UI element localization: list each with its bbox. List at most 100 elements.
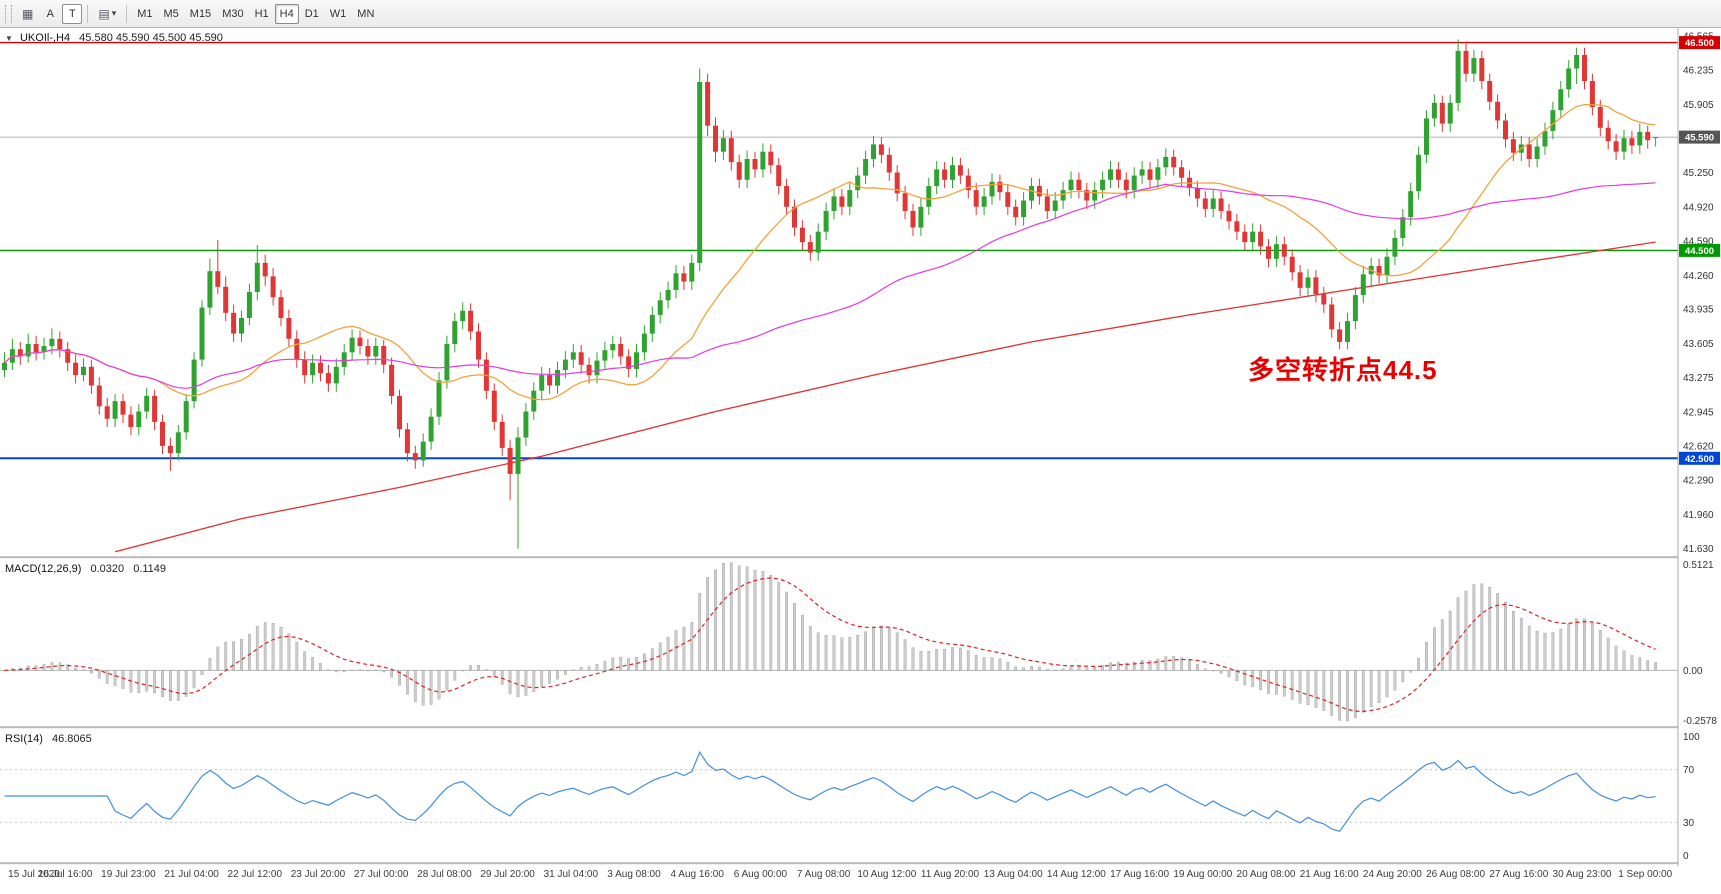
time-label: 21 Aug 16:00 (1300, 869, 1359, 880)
time-label: 6 Aug 00:00 (734, 869, 788, 880)
time-label: 19 Jul 23:00 (101, 869, 156, 880)
time-label: 20 Aug 08:00 (1237, 869, 1296, 880)
price-tick-label: 44.260 (1683, 271, 1714, 282)
time-label: 24 Aug 20:00 (1363, 869, 1422, 880)
time-label: 14 Aug 12:00 (1047, 869, 1106, 880)
price-tick-label: 42.945 (1683, 408, 1714, 419)
time-label: 10 Aug 12:00 (857, 869, 916, 880)
annotation-text: 多空转折点44.5 (1248, 355, 1438, 385)
rsi-label: RSI(14) (5, 733, 43, 745)
price-tag-text: 44.500 (1685, 246, 1714, 257)
time-label: 19 Aug 00:00 (1173, 869, 1232, 880)
time-label: 3 Aug 08:00 (607, 869, 661, 880)
caret-down-icon: ▾ (111, 8, 117, 18)
time-label: 13 Aug 04:00 (984, 869, 1043, 880)
timeframe-button-m15[interactable]: M15 (185, 4, 216, 24)
rsi-axis-label: 100 (1683, 732, 1700, 743)
timeframe-button-h4[interactable]: H4 (274, 3, 299, 24)
macd-axis-label: 0.5121 (1683, 560, 1714, 571)
price-tag-44.500 (1679, 243, 1720, 257)
time-label: 23 Jul 20:00 (291, 869, 346, 880)
timeframe-button-h1[interactable]: H1 (250, 4, 274, 24)
macd-signal-line (4, 577, 1656, 713)
time-label: 1 Sep 00:00 (1618, 869, 1672, 880)
toolbar-separator (87, 4, 89, 23)
time-label: 22 Jul 12:00 (228, 869, 283, 880)
chart-ohlc-header: ▼ UKOIl-,H4 45.580 45.590 45.500 45.590 (5, 32, 223, 44)
time-label: 16 Jul 16:00 (38, 869, 93, 880)
rsi-line (4, 750, 1656, 832)
price-tick-label: 46.235 (1683, 66, 1714, 77)
ma-orange-line (4, 103, 1656, 401)
time-label: 17 Aug 16:00 (1110, 869, 1169, 880)
time-label: 28 Jul 08:00 (417, 869, 472, 880)
rsi-axis-label: 70 (1683, 765, 1695, 776)
toolbar-grip[interactable] (5, 4, 12, 23)
macd-value: 0.0320 (90, 563, 125, 575)
timeframe-button-m30[interactable]: M30 (217, 4, 248, 24)
charts-grid-button[interactable]: ▦ (17, 4, 38, 24)
collapse-triangle-icon[interactable]: ▼ (5, 34, 13, 43)
timeframe-button-m1[interactable]: M1 (132, 4, 157, 24)
rsi-axis-label: 0 (1683, 851, 1689, 862)
price-tick-label: 41.960 (1683, 510, 1714, 521)
time-label: 4 Aug 16:00 (671, 869, 725, 880)
rsi-header: RSI(14) 46.8065 (5, 733, 92, 745)
toolbar-separator (126, 4, 128, 23)
ma-long-red-line (114, 241, 1656, 553)
macd-label: MACD(12,26,9) (5, 563, 82, 575)
price-tag-42.500 (1679, 451, 1720, 465)
price-tick-label: 42.290 (1683, 476, 1714, 487)
time-label: 30 Aug 23:00 (1553, 869, 1612, 880)
macd-signal-value: 0.1149 (133, 563, 167, 575)
time-label: 27 Aug 16:00 (1489, 869, 1548, 880)
price-tag-text: 42.500 (1685, 454, 1714, 465)
price-tick-label: 43.605 (1683, 339, 1714, 350)
price-tag-text: 45.590 (1685, 133, 1714, 144)
symbol-label: UKOIl-,H4 (19, 32, 71, 44)
timeframe-button-d1[interactable]: D1 (300, 4, 324, 24)
time-label: 15 Jul 2020 (8, 869, 60, 880)
time-label: 26 Aug 08:00 (1426, 869, 1485, 880)
time-label: 21 Jul 04:00 (164, 869, 219, 880)
ohlc-values: 45.580 45.590 45.500 45.590 (79, 32, 223, 44)
price-tick-label: 45.905 (1683, 100, 1714, 111)
macd-header: MACD(12,26,9) 0.0320 0.1149 (5, 563, 166, 575)
toolbar-button-a[interactable]: A (40, 4, 60, 24)
price-axis[interactable] (1678, 28, 1721, 866)
time-label: 31 Jul 04:00 (544, 869, 599, 880)
macd-histogram (3, 562, 1658, 722)
toolbar: ▦ A T ▤ ▾ M1 M5 M15 M30 H1 H4 D1 W1 MN (0, 0, 1721, 28)
macd-axis-label: -0.2578 (1683, 716, 1717, 727)
rsi-axis-label: 30 (1683, 818, 1695, 829)
price-tick-label: 42.620 (1683, 441, 1714, 452)
time-label: 27 Jul 00:00 (354, 869, 409, 880)
price-tick-label: 45.250 (1683, 168, 1714, 179)
candles-layer (2, 39, 1659, 549)
price-tag-45.590 (1679, 130, 1720, 144)
price-tag-text: 46.500 (1685, 38, 1714, 49)
layers-icon: ▤ (98, 6, 110, 21)
styles-dropdown-button[interactable]: ▤ ▾ (93, 4, 121, 24)
time-label: 11 Aug 20:00 (921, 869, 980, 880)
macd-axis-label: 0.00 (1683, 666, 1703, 677)
price-tick-label: 44.920 (1683, 202, 1714, 213)
price-tick-label: 41.630 (1683, 544, 1714, 555)
price-tag-46.500 (1679, 36, 1720, 50)
ma-magenta-line (4, 182, 1656, 389)
price-tick-label: 43.935 (1683, 305, 1714, 316)
timeframe-bar: M1 M5 M15 M30 H1 H4 D1 W1 MN (132, 3, 379, 24)
timeframe-button-m5[interactable]: M5 (159, 4, 184, 24)
grid-icon: ▦ (22, 6, 34, 21)
price-tick-label: 44.590 (1683, 237, 1714, 248)
rsi-value: 46.8065 (51, 733, 92, 745)
timeframe-button-w1[interactable]: W1 (325, 4, 352, 24)
time-label: 7 Aug 08:00 (797, 869, 851, 880)
time-label: 29 Jul 20:00 (480, 869, 535, 880)
price-tick-label: 43.275 (1683, 373, 1714, 384)
timeframe-button-mn[interactable]: MN (352, 4, 379, 24)
text-tool-button[interactable]: T (62, 3, 83, 24)
